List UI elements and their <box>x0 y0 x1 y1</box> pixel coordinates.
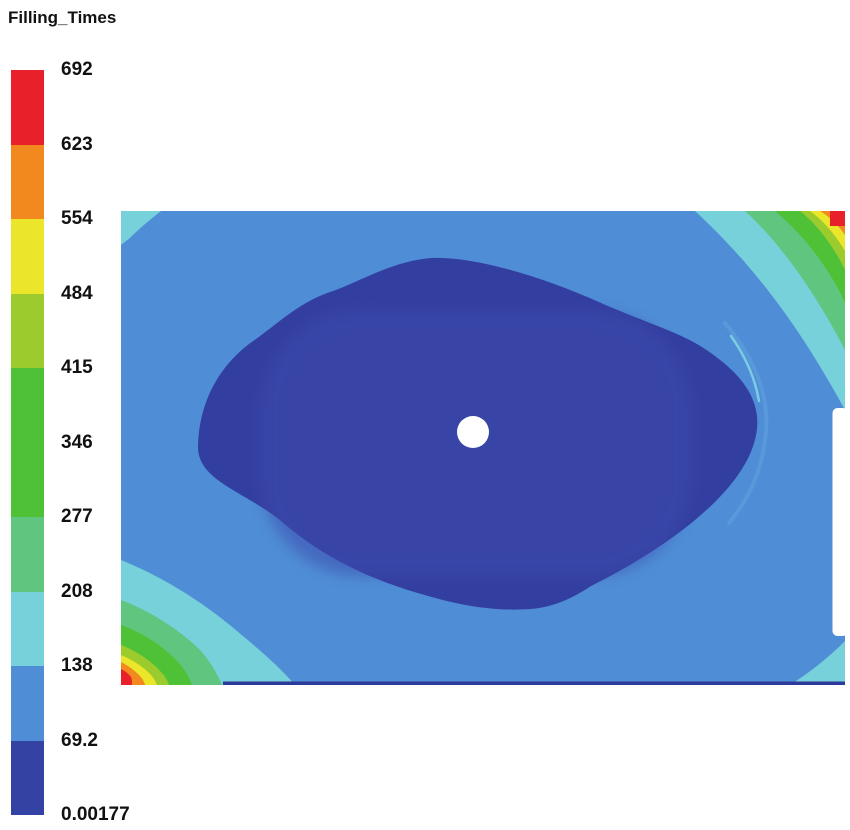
legend-tick-label: 623 <box>61 133 93 155</box>
ridge-arc <box>723 321 769 525</box>
contour-band-red-top-right <box>830 211 845 226</box>
legend-bar <box>11 70 44 815</box>
contour-band-red-bottom-left <box>121 669 132 685</box>
legend-tick-label: 277 <box>61 506 93 527</box>
contour-patch-turquoise-top-left <box>121 211 161 245</box>
legend-band-blue <box>11 666 44 741</box>
legend-tick-label: 484 <box>61 282 93 304</box>
contour-plot[interactable] <box>121 211 845 685</box>
contour-patch-turquoise-bottom-right <box>790 641 845 685</box>
legend-band-green <box>11 368 44 443</box>
legend-tick-label: 415 <box>61 357 93 378</box>
contour-plot-canvas[interactable] <box>121 211 845 685</box>
injection-gate-dot <box>457 416 489 448</box>
legend-band-dark-blue <box>11 740 44 815</box>
legend-tick-label: 208 <box>61 580 93 602</box>
ridge-arc-highlight <box>729 334 761 403</box>
legend-tick-label: 554 <box>61 208 93 229</box>
legend-tick-label: 692 <box>61 59 93 80</box>
legend-ticks: 692 623 554 484 415 346 277 208 138 69.2 0.00177 <box>61 59 181 825</box>
legend-band-yellow-green <box>11 293 44 368</box>
legend-tick-label: 346 <box>61 431 93 453</box>
legend-band-sea-green <box>11 517 44 592</box>
legend-band-turquoise <box>11 591 44 666</box>
legend-band-orange <box>11 144 44 219</box>
page-title: Filling_Times <box>8 8 117 27</box>
legend-tick-label: 138 <box>61 655 93 676</box>
legend-tick-label: 69.2 <box>61 729 98 751</box>
legend-tick-label: 0.00177 <box>61 804 130 825</box>
bottom-edge-line <box>223 681 845 685</box>
right-edge-notch <box>832 408 845 636</box>
legend-band-red <box>11 70 44 145</box>
legend-band-yellow <box>11 219 44 294</box>
legend-band-green-2 <box>11 442 44 517</box>
